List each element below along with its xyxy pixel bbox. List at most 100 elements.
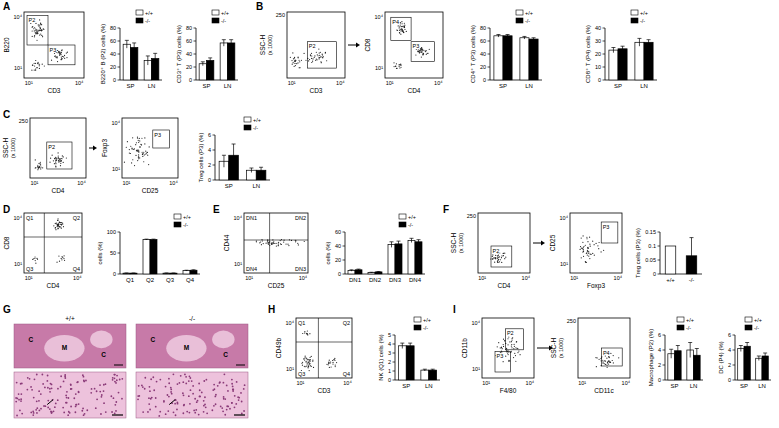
nucleus — [206, 412, 208, 414]
gate-label: Q3 — [298, 371, 305, 377]
event-dot — [59, 53, 60, 54]
category-label: LN — [425, 383, 433, 389]
event-dot — [420, 50, 421, 51]
event-dot — [309, 363, 310, 364]
label-patch — [48, 144, 56, 150]
event-dot — [400, 29, 401, 30]
event-dot — [58, 223, 59, 224]
error-bar — [185, 270, 189, 272]
error-bar — [506, 35, 510, 38]
bars — [738, 343, 769, 381]
event-dot — [588, 251, 589, 252]
tick-label: 10¹ — [234, 261, 242, 267]
event-dot — [135, 144, 136, 145]
event-dot — [323, 56, 324, 57]
event-dot — [61, 59, 62, 60]
tick-label: 10⁴ — [375, 14, 384, 20]
nucleus — [188, 395, 190, 397]
nucleus — [36, 412, 38, 414]
event-dot — [332, 362, 333, 363]
bar — [190, 270, 197, 274]
event-dot — [415, 54, 416, 55]
event-dot — [501, 257, 502, 258]
error-bar — [259, 167, 263, 173]
event-dot — [331, 366, 332, 367]
error-cap — [390, 241, 394, 242]
event-dot — [309, 359, 310, 360]
legend-swatch — [414, 317, 421, 322]
event-dot — [138, 152, 139, 153]
category-label: Q1 — [126, 277, 135, 283]
event-dot — [295, 241, 296, 242]
event-dot — [293, 58, 294, 59]
gate-label: P4 — [392, 19, 399, 25]
tick-label: 10¹ — [286, 366, 294, 372]
event-dot — [316, 58, 317, 59]
axis-title: CD4 — [46, 282, 59, 289]
legend: +/+-/- — [212, 10, 229, 24]
bar-chart: 012345NK (Q1) cells (%)SPLN+/+-/- — [378, 317, 440, 389]
event-dot — [507, 352, 508, 353]
event-dot — [67, 52, 68, 53]
tick-label: 10¹ — [478, 275, 486, 281]
tick-label: 0 — [388, 377, 391, 383]
panel-letter: F — [443, 204, 449, 215]
event-dot — [393, 62, 394, 63]
event-dot — [58, 225, 59, 226]
category-label: DN4 — [409, 277, 422, 283]
tick-label: 80 — [110, 25, 116, 31]
event-dot — [512, 337, 513, 338]
nucleus — [194, 398, 196, 400]
error-bar — [611, 48, 615, 53]
event-dot — [311, 58, 312, 59]
event-dot — [56, 158, 57, 159]
event-dot — [294, 60, 295, 61]
error-cap — [145, 239, 149, 240]
nucleus — [148, 403, 150, 405]
flow-plot: P410¹10⁴250CD11cSSC-H(x 1000) — [550, 318, 631, 394]
error-cap — [669, 349, 673, 350]
nucleus — [137, 395, 139, 397]
tick-label: 20 — [186, 64, 192, 70]
event-dot — [588, 251, 589, 252]
nucleus — [171, 393, 173, 395]
event-dot — [297, 62, 298, 63]
event-dot — [498, 342, 499, 343]
gate-label: P3 — [154, 132, 161, 138]
event-dot — [38, 63, 39, 64]
event-dot — [502, 348, 503, 349]
tick-label: 10 — [595, 64, 601, 70]
event-dot — [497, 257, 498, 258]
nucleus — [226, 405, 228, 407]
y-axis — [665, 335, 666, 380]
histology-image — [136, 372, 248, 418]
legend-swatch — [677, 325, 684, 330]
event-dot — [56, 56, 57, 57]
event-dot — [306, 359, 307, 360]
error-cap — [232, 144, 236, 145]
event-dot — [401, 28, 402, 29]
event-dot — [263, 243, 264, 244]
event-dot — [309, 364, 310, 365]
nucleus — [185, 383, 187, 385]
legend-label: -/- — [253, 125, 258, 131]
event-dot — [136, 142, 137, 143]
event-dot — [55, 157, 56, 158]
event-dot — [58, 224, 59, 225]
tick-label: 10⁴ — [14, 215, 23, 221]
event-dot — [325, 52, 326, 53]
event-dot — [294, 66, 295, 67]
nucleus — [244, 384, 246, 386]
event-dot — [495, 255, 496, 256]
event-dot — [402, 23, 403, 24]
error-line — [202, 62, 203, 66]
tick-label: 0 — [189, 77, 192, 83]
event-dot — [56, 160, 57, 161]
nucleus — [81, 410, 83, 412]
nucleus — [49, 388, 51, 390]
nucleus — [238, 399, 240, 401]
event-dot — [272, 243, 273, 244]
event-dot — [302, 365, 303, 366]
event-dot — [503, 361, 504, 362]
nucleus — [222, 410, 224, 412]
